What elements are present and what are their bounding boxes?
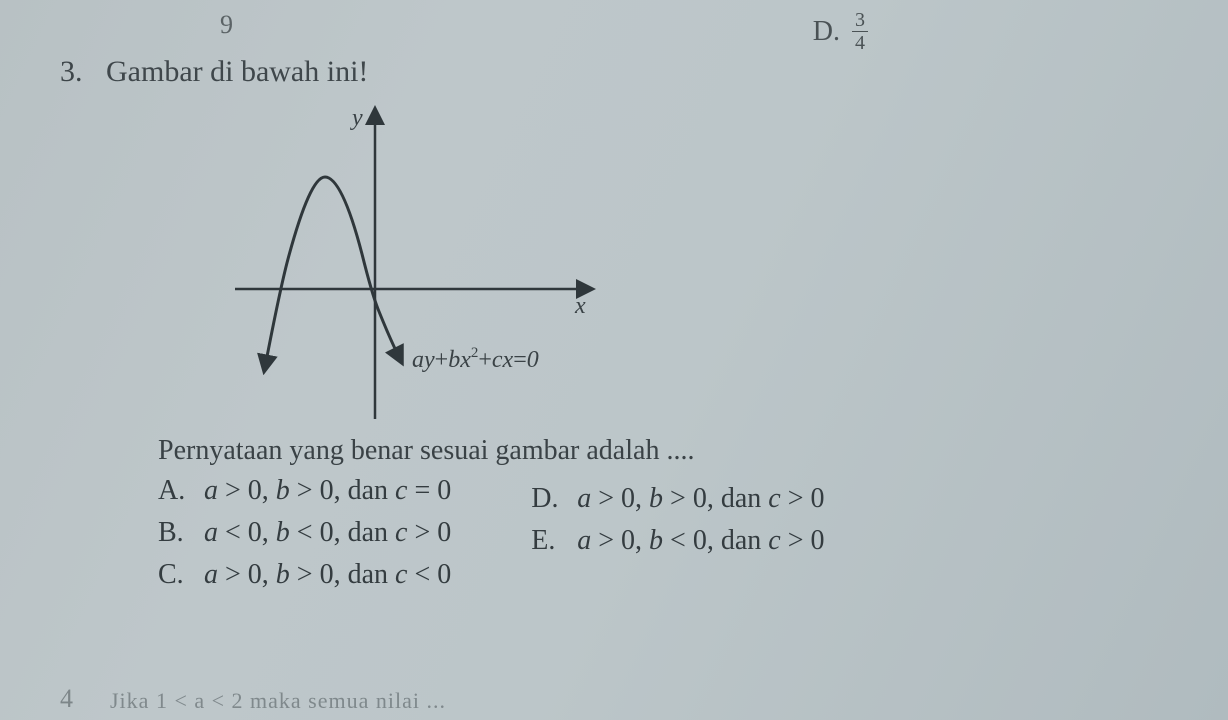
option-letter: E. [531, 525, 559, 557]
option-letter: D. [531, 483, 559, 515]
prev-option-d: D. 3 4 [813, 10, 868, 53]
options-left-column: A. a > 0, b > 0, dan c = 0 B. a < 0, b <… [158, 475, 451, 591]
fraction-icon: 3 4 [852, 10, 868, 53]
fraction-numerator: 3 [852, 10, 868, 32]
option-b: B. a < 0, b < 0, dan c > 0 [158, 517, 451, 549]
question-number: 3. [60, 55, 88, 89]
prev-option-letter: D. [813, 16, 840, 48]
x-axis-label: x [574, 293, 586, 319]
options: A. a > 0, b > 0, dan c = 0 B. a < 0, b <… [158, 475, 1188, 591]
option-text: a > 0, b > 0, dan c = 0 [204, 475, 451, 507]
option-d: D. a > 0, b > 0, dan c > 0 [531, 483, 824, 515]
parabola-curve [265, 177, 400, 367]
option-letter: B. [158, 517, 186, 549]
question-header: 3. Gambar di bawah ini! [60, 55, 1188, 89]
previous-question-fragment: 9 D. 3 4 [60, 10, 1188, 53]
graph: y x ay+bx2+cx=0 [180, 99, 610, 429]
option-letter: C. [158, 559, 186, 591]
svg-text:ay+bx2+cx=0: ay+bx2+cx=0 [412, 345, 539, 373]
option-a: A. a > 0, b > 0, dan c = 0 [158, 475, 451, 507]
option-letter: A. [158, 475, 186, 507]
prev-fragment-number: 9 [220, 10, 234, 40]
question-statement: Pernyataan yang benar sesuai gambar adal… [158, 435, 1188, 467]
options-right-column: D. a > 0, b > 0, dan c > 0 E. a > 0, b <… [531, 483, 824, 591]
graph-svg: y x ay+bx2+cx=0 [180, 99, 610, 429]
y-axis-label: y [350, 105, 363, 131]
option-text: a > 0, b > 0, dan c < 0 [204, 559, 451, 591]
option-c: C. a > 0, b > 0, dan c < 0 [158, 559, 451, 591]
option-text: a > 0, b < 0, dan c > 0 [577, 525, 824, 557]
option-text: a > 0, b > 0, dan c > 0 [577, 483, 824, 515]
next-question-fragment: Jika 1 < a < 2 maka semua nilai ... [110, 688, 446, 714]
page: 9 D. 3 4 3. Gambar di bawah ini! [0, 0, 1228, 720]
question-prompt: Gambar di bawah ini! [106, 55, 368, 89]
equation-label: ay+bx2+cx=0 [412, 345, 539, 373]
option-e: E. a > 0, b < 0, dan c > 0 [531, 525, 824, 557]
option-text: a < 0, b < 0, dan c > 0 [204, 517, 451, 549]
next-question-number: 4 [60, 684, 73, 714]
fraction-denominator: 4 [855, 32, 865, 53]
